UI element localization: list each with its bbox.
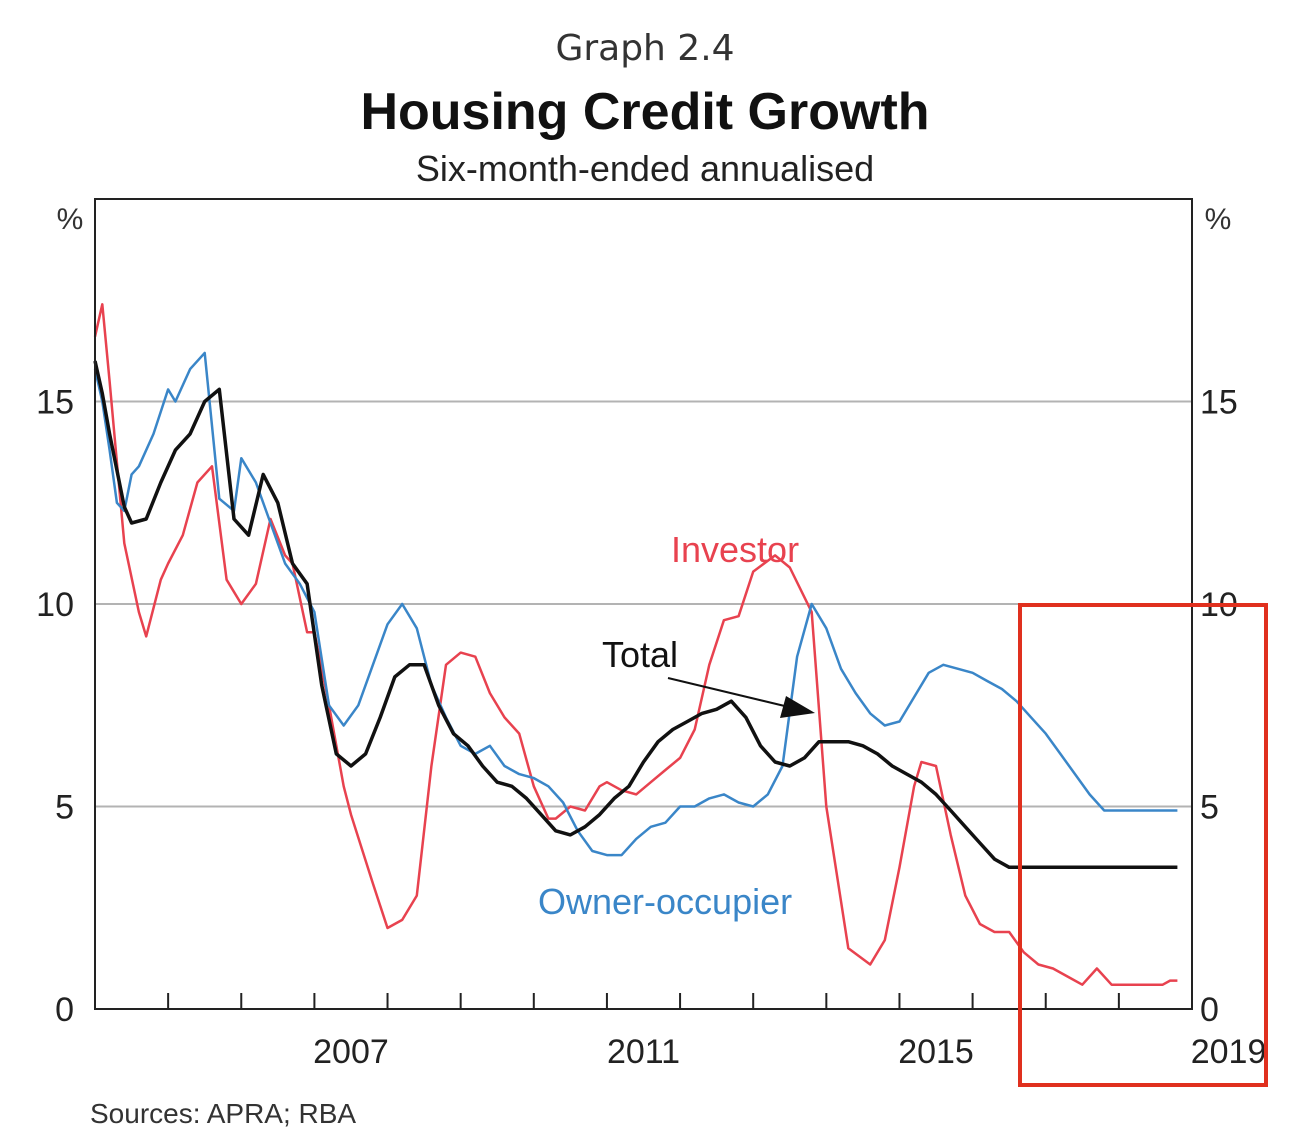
chart-title: Housing Credit Growth	[360, 83, 930, 141]
highlight-box	[1018, 603, 1268, 1087]
y-tick-right-0: 0	[1200, 991, 1219, 1029]
series-investor	[93, 303, 1178, 986]
y-tick-left-0: 0	[55, 991, 74, 1029]
y-tick-right-5: 5	[1200, 789, 1219, 827]
y-tick-left-10: 10	[36, 586, 74, 624]
chart-subtitle: Six-month-ended annualised	[415, 148, 875, 189]
y-tick-left-15: 15	[36, 384, 74, 422]
series-total	[93, 360, 1178, 870]
x-label-2007: 2007	[313, 1033, 389, 1071]
y-unit-left: %	[57, 203, 84, 236]
y-tick-right-15: 15	[1200, 384, 1238, 422]
series-lines	[93, 303, 1178, 986]
series-owner-occupier	[93, 351, 1178, 857]
gridlines	[95, 400, 1192, 808]
x-tick-labels: 2007 2011 2015 2019	[313, 1033, 1266, 1071]
y-tick-left-5: 5	[55, 789, 74, 827]
total-arrow	[667, 677, 815, 718]
x-label-2019: 2019	[1191, 1033, 1267, 1071]
x-label-2011: 2011	[607, 1033, 680, 1071]
x-label-2015: 2015	[898, 1033, 974, 1071]
sources-note: Sources: APRA; RBA	[90, 1098, 357, 1129]
label-owner-occupier: Owner-occupier	[538, 881, 792, 922]
graph-number: Graph 2.4	[555, 28, 735, 69]
label-investor: Investor	[671, 529, 799, 570]
y-unit-right: %	[1205, 203, 1232, 236]
x-ticks	[167, 993, 1120, 1009]
label-total: Total	[602, 634, 678, 675]
